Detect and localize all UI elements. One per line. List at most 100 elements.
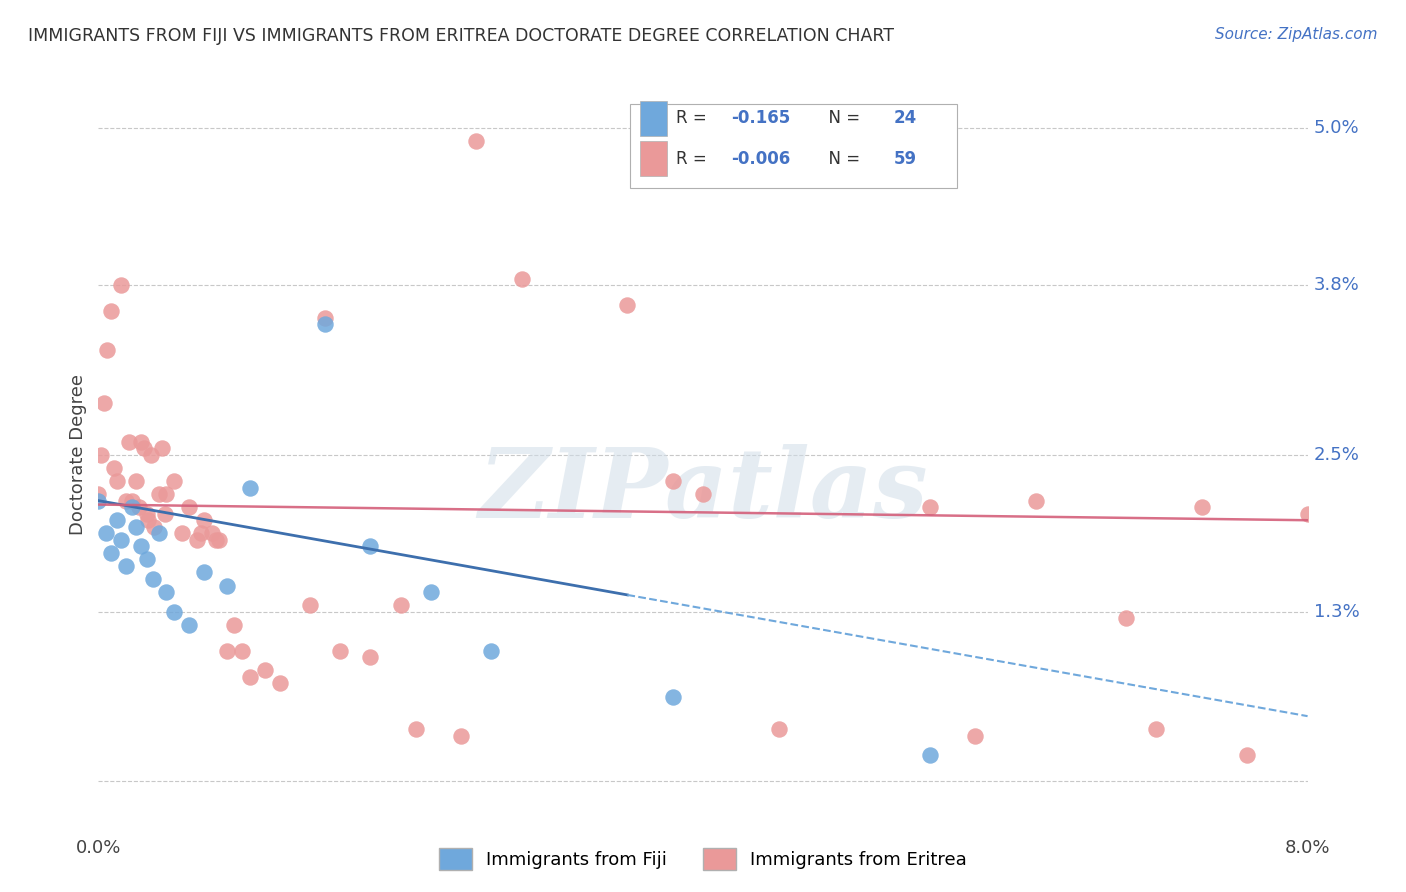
Text: 2.5%: 2.5% (1313, 446, 1360, 464)
Point (420, 585, 443, 599)
Point (661, 474, 683, 488)
Point (135, 552, 157, 566)
Point (110, 278, 132, 293)
Point (405, 723, 427, 737)
Point (314, 318, 336, 332)
Point (186, 533, 208, 547)
Point (269, 676, 291, 690)
Point (87, 493, 110, 508)
Point (148, 487, 170, 501)
Point (389, 598, 412, 612)
Text: N =: N = (818, 150, 865, 168)
Point (215, 644, 238, 658)
Point (231, 644, 253, 658)
Point (1236, 748, 1258, 763)
Point (360, 539, 382, 553)
FancyBboxPatch shape (640, 101, 666, 136)
Point (298, 598, 321, 612)
Point (1115, 611, 1137, 625)
Text: ZIPatlas: ZIPatlas (478, 444, 928, 539)
FancyBboxPatch shape (630, 103, 957, 188)
Point (918, 500, 941, 515)
Point (1024, 493, 1046, 508)
Point (110, 533, 132, 547)
Point (965, 729, 987, 743)
Point (224, 617, 246, 632)
Text: -0.165: -0.165 (731, 109, 790, 128)
Point (465, 135, 488, 149)
Point (100, 304, 122, 318)
Point (121, 500, 143, 515)
Legend: Immigrants from Fiji, Immigrants from Eritrea: Immigrants from Fiji, Immigrants from Er… (432, 841, 974, 878)
Point (239, 481, 262, 495)
Point (93, 395, 115, 409)
Point (163, 605, 186, 619)
Point (163, 474, 186, 488)
Point (135, 507, 157, 521)
Point (132, 442, 155, 456)
Text: 8.0%: 8.0% (1285, 838, 1330, 857)
Point (239, 670, 262, 684)
Point (155, 585, 177, 599)
Point (1144, 723, 1167, 737)
Point (201, 526, 224, 541)
Point (125, 520, 148, 534)
Text: 3.8%: 3.8% (1313, 277, 1360, 294)
Point (481, 644, 503, 658)
Text: 0.0%: 0.0% (76, 838, 121, 857)
Point (692, 487, 714, 501)
Point (193, 513, 215, 527)
Y-axis label: Doctorate Degree: Doctorate Degree (69, 375, 87, 535)
Point (94, 526, 117, 541)
Point (190, 526, 212, 541)
Text: IMMIGRANTS FROM FIJI VS IMMIGRANTS FROM ERITREA DOCTORATE DEGREE CORRELATION CHA: IMMIGRANTS FROM FIJI VS IMMIGRANTS FROM … (28, 27, 894, 45)
Point (114, 558, 136, 573)
Point (150, 442, 173, 456)
Point (314, 310, 336, 325)
Point (253, 664, 276, 678)
Point (193, 566, 215, 580)
Point (329, 644, 352, 658)
Point (128, 500, 150, 515)
Point (450, 729, 472, 743)
Point (105, 513, 128, 527)
Point (177, 500, 201, 515)
Point (170, 526, 193, 541)
Point (153, 507, 176, 521)
Point (768, 723, 790, 737)
Point (143, 520, 166, 534)
Point (177, 617, 201, 632)
Text: 59: 59 (894, 150, 917, 168)
Text: Source: ZipAtlas.com: Source: ZipAtlas.com (1215, 27, 1378, 42)
Point (87, 487, 110, 501)
Point (616, 298, 638, 312)
Point (114, 493, 136, 508)
Point (103, 461, 125, 475)
Text: 5.0%: 5.0% (1313, 120, 1360, 137)
Point (129, 434, 152, 449)
Point (510, 271, 533, 285)
Point (118, 434, 141, 449)
Point (141, 448, 163, 462)
Text: -0.006: -0.006 (731, 150, 790, 168)
Point (129, 539, 152, 553)
Text: R =: R = (676, 150, 713, 168)
Text: 1.3%: 1.3% (1313, 603, 1360, 621)
Point (136, 513, 159, 527)
Point (215, 578, 238, 592)
Point (121, 493, 143, 508)
Point (1296, 507, 1319, 521)
Point (1191, 500, 1213, 515)
Text: 24: 24 (894, 109, 917, 128)
Point (155, 487, 177, 501)
Point (100, 546, 122, 560)
Point (661, 690, 683, 704)
Point (148, 526, 170, 541)
Point (918, 748, 941, 763)
Point (105, 474, 128, 488)
Point (90, 448, 112, 462)
Point (360, 650, 382, 665)
Text: N =: N = (818, 109, 865, 128)
Point (125, 474, 148, 488)
Point (208, 533, 231, 547)
